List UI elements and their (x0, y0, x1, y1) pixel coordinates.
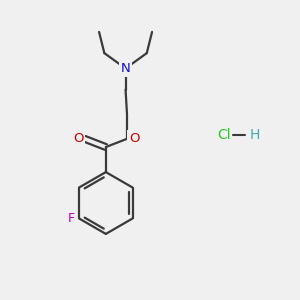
Text: O: O (129, 132, 139, 145)
Text: F: F (67, 212, 74, 225)
Text: N: N (121, 62, 130, 75)
Text: Cl: Cl (217, 128, 230, 142)
Text: H: H (249, 128, 260, 142)
Text: O: O (73, 132, 83, 145)
